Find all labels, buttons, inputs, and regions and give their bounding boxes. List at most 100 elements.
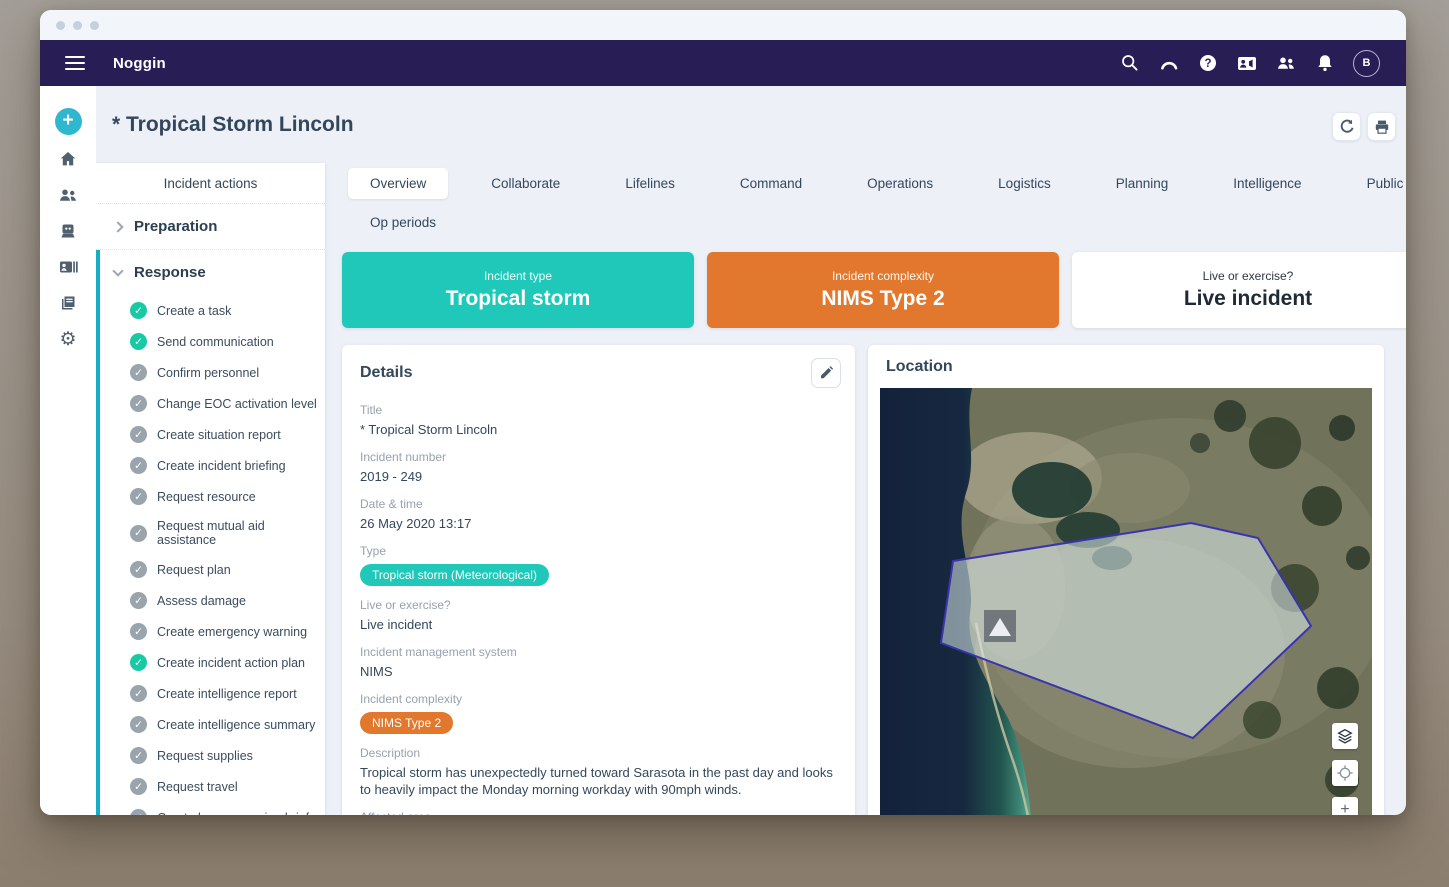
field-affected-area: Affected area bbox=[360, 810, 837, 815]
print-icon[interactable] bbox=[1367, 112, 1396, 141]
action-item[interactable]: ✓ Create emergency warning bbox=[100, 616, 325, 647]
check-icon: ✓ bbox=[130, 364, 147, 381]
check-icon: ✓ bbox=[130, 395, 147, 412]
complexity-pill: NIMS Type 2 bbox=[360, 712, 454, 734]
people-icon[interactable] bbox=[56, 183, 80, 207]
app-logo: Noggin bbox=[113, 54, 166, 72]
check-icon: ✓ bbox=[130, 747, 147, 764]
check-icon: ✓ bbox=[130, 488, 147, 505]
tab-command[interactable]: Command bbox=[739, 176, 803, 191]
contacts-icon[interactable] bbox=[56, 255, 80, 279]
action-item[interactable]: ✓ Confirm personnel bbox=[100, 357, 325, 388]
incident-complexity-card[interactable]: Incident complexity NIMS Type 2 bbox=[707, 252, 1059, 328]
location-title: Location bbox=[886, 358, 953, 375]
edit-icon[interactable] bbox=[811, 358, 841, 388]
layers-icon[interactable] bbox=[1332, 723, 1358, 749]
field-incident-number: Incident number 2019 - 249 bbox=[360, 450, 447, 484]
tab-bar-row2: Op periods bbox=[348, 207, 479, 238]
tab-lifelines[interactable]: Lifelines bbox=[625, 176, 675, 191]
tab-collaborate[interactable]: Collaborate bbox=[491, 176, 561, 191]
app-header-actions: ? B bbox=[1119, 49, 1406, 77]
people-icon[interactable] bbox=[1275, 52, 1297, 74]
action-item[interactable]: ✓ Request travel bbox=[100, 771, 325, 802]
refresh-icon[interactable] bbox=[1332, 112, 1361, 141]
home-icon[interactable] bbox=[56, 147, 80, 171]
field-description: Description Tropical storm has unexpecte… bbox=[360, 746, 833, 797]
action-item[interactable]: ✓ Change EOC activation level bbox=[100, 388, 325, 419]
app-window: Noggin ? B + bbox=[40, 10, 1406, 815]
summary-cards: Incident type Tropical storm Incident co… bbox=[342, 252, 1406, 328]
check-icon: ✓ bbox=[130, 623, 147, 640]
avatar[interactable]: B bbox=[1353, 49, 1380, 77]
tab-overview[interactable]: Overview bbox=[348, 168, 449, 199]
tab-op-periods[interactable]: Op periods bbox=[370, 215, 437, 230]
notifications-icon[interactable] bbox=[1314, 52, 1336, 74]
check-icon: ✓ bbox=[130, 302, 147, 319]
location-map[interactable]: + bbox=[880, 388, 1372, 815]
headset-icon[interactable] bbox=[1158, 52, 1180, 74]
action-item[interactable]: ✓ Create a task bbox=[100, 295, 325, 326]
field-title: Title * Tropical Storm Lincoln bbox=[360, 403, 498, 437]
locate-icon[interactable] bbox=[1332, 760, 1358, 786]
sidebar-rail: + ⚙ bbox=[40, 86, 96, 815]
tab-operations[interactable]: Operations bbox=[867, 176, 934, 191]
action-item[interactable]: ✓ Request mutual aid assistance bbox=[100, 512, 325, 554]
library-icon[interactable] bbox=[56, 291, 80, 315]
check-icon: ✓ bbox=[130, 561, 147, 578]
action-item[interactable]: ✓ Request supplies bbox=[100, 740, 325, 771]
details-panel: Details Title * Tropical Storm Lincoln I… bbox=[342, 345, 855, 815]
live-or-exercise-card[interactable]: Live or exercise? Live incident bbox=[1072, 252, 1406, 328]
action-item[interactable]: ✓ Create intelligence summary bbox=[100, 709, 325, 740]
action-item[interactable]: ✓ Assess damage bbox=[100, 585, 325, 616]
field-live-or-exercise: Live or exercise? Live incident bbox=[360, 598, 451, 632]
tab-intelligence[interactable]: Intelligence bbox=[1233, 176, 1302, 191]
tab-public-info[interactable]: Public Info bbox=[1366, 176, 1406, 191]
action-item[interactable]: ✓ Create intelligence report bbox=[100, 678, 325, 709]
zoom-in-icon[interactable]: + bbox=[1332, 797, 1358, 815]
check-icon: ✓ bbox=[130, 426, 147, 443]
settings-icon[interactable]: ⚙ bbox=[59, 328, 77, 350]
page-actions bbox=[1332, 112, 1396, 141]
action-item[interactable]: ✓ Create incident action plan bbox=[100, 647, 325, 678]
section-response[interactable]: Response bbox=[100, 250, 325, 295]
check-icon: ✓ bbox=[130, 333, 147, 350]
window-close-button[interactable] bbox=[56, 20, 65, 30]
action-item[interactable]: ✓Create key messaging brief bbox=[100, 802, 325, 815]
action-item[interactable]: ✓ Send communication bbox=[100, 326, 325, 357]
app-header: Noggin ? B bbox=[40, 40, 1406, 86]
help-icon[interactable]: ? bbox=[1197, 52, 1219, 74]
incident-actions-title: Incident actions bbox=[96, 163, 325, 204]
page-title: * Tropical Storm Lincoln bbox=[112, 113, 354, 136]
details-title: Details bbox=[360, 364, 413, 381]
check-icon: ✓ bbox=[130, 592, 147, 609]
action-item[interactable]: ✓ Create situation report bbox=[100, 419, 325, 450]
search-icon[interactable] bbox=[1119, 52, 1141, 74]
field-type: Type Tropical storm (Meteorological) bbox=[360, 544, 837, 586]
window-zoom-button[interactable] bbox=[90, 20, 99, 30]
window-minimize-button[interactable] bbox=[73, 20, 82, 30]
location-panel: Location bbox=[868, 345, 1384, 815]
contact-card-icon[interactable] bbox=[1236, 52, 1258, 74]
menu-icon[interactable] bbox=[65, 52, 85, 74]
check-icon: ✓ bbox=[130, 654, 147, 671]
action-item[interactable]: ✓ Request plan bbox=[100, 554, 325, 585]
check-icon: ✓ bbox=[130, 685, 147, 702]
action-item[interactable]: ✓ Request resource bbox=[100, 481, 325, 512]
field-incident-management-system: Incident management system NIMS bbox=[360, 645, 517, 679]
field-incident-complexity: Incident complexity NIMS Type 2 bbox=[360, 692, 837, 734]
section-response-group: Response ✓ Create a task ✓ Send communicat… bbox=[96, 250, 325, 815]
incident-type-card[interactable]: Incident type Tropical storm bbox=[342, 252, 694, 328]
window-titlebar bbox=[40, 10, 1406, 40]
triangle-marker bbox=[984, 610, 1016, 642]
svg-text:?: ? bbox=[1204, 58, 1211, 70]
tab-logistics[interactable]: Logistics bbox=[998, 176, 1051, 191]
type-pill: Tropical storm (Meteorological) bbox=[360, 564, 549, 586]
action-item[interactable]: ✓ Create incident briefing bbox=[100, 450, 325, 481]
check-icon: ✓ bbox=[130, 716, 147, 733]
briefing-icon[interactable] bbox=[56, 219, 80, 243]
chevron-right-icon bbox=[112, 220, 124, 233]
add-icon[interactable]: + bbox=[54, 108, 82, 135]
tab-planning[interactable]: Planning bbox=[1115, 176, 1169, 191]
section-preparation[interactable]: Preparation bbox=[96, 204, 325, 250]
field-date-time: Date & time 26 May 2020 13:17 bbox=[360, 497, 472, 531]
